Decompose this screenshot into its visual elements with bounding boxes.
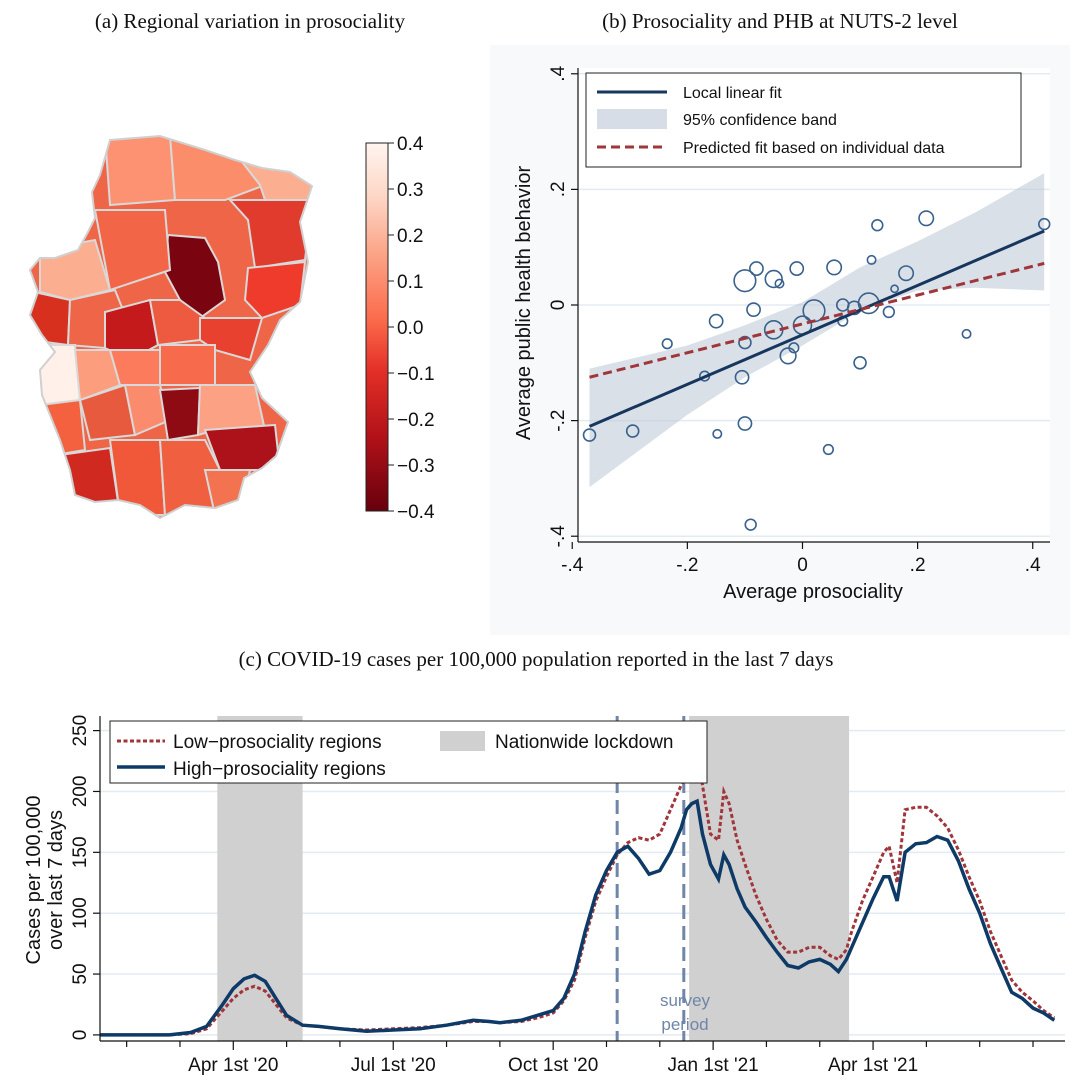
y-tick-label: -.4: [548, 525, 569, 548]
x-tick-label: -.2: [676, 555, 698, 576]
scatter-point: [882, 305, 896, 319]
scatter-point: [738, 335, 752, 350]
y-tick-label: 50: [70, 963, 91, 984]
x-tick-label: -.4: [561, 555, 584, 576]
lockdown-period: [689, 716, 850, 1041]
x-tick-label: Apr 1st '20: [188, 1055, 278, 1076]
germany-map: [28, 134, 314, 520]
x-tick-label: Apr 1st '21: [828, 1055, 918, 1076]
scatter-point: [764, 269, 783, 289]
x-tick-label: 0: [797, 555, 808, 576]
predicted-fit-line: [589, 261, 1045, 379]
y-tick-label: 100: [70, 897, 91, 929]
y-tick-label: 0: [70, 1030, 91, 1041]
scatter-point: [744, 518, 757, 531]
colorbar-tick-label: −0.2: [397, 410, 435, 431]
scatter-point: [853, 356, 867, 370]
y-tick-label: 0: [548, 300, 569, 311]
legend-band-swatch: [597, 109, 667, 129]
scatter-points: [582, 210, 1051, 531]
panel-c-y-label-line1: Cases per 100,000: [23, 795, 45, 964]
scatter-point: [733, 269, 757, 293]
scatter-point: [898, 265, 915, 282]
scatter-point: [822, 443, 834, 456]
y-tick-label: 200: [70, 776, 91, 808]
scatter-point: [789, 261, 805, 276]
colorbar-tick-label: 0.2: [397, 226, 423, 247]
panel-b-ticks: -.4 -.2 0 .2 .4 -.4 -.2 0 .2 .4: [548, 65, 1041, 576]
scatter-point: [871, 219, 884, 232]
survey-period-label-line1: survey: [660, 991, 711, 1010]
scatter-point: [788, 342, 800, 354]
panel-b-y-label: Average public health behavior: [513, 166, 535, 441]
y-tick-label: -.2: [548, 410, 569, 432]
survey-period-label-line2: period: [661, 1015, 708, 1034]
scatter-point: [661, 338, 673, 350]
scatter-point: [746, 302, 761, 318]
panel-a-title: (a) Regional variation in prosociality: [95, 9, 406, 33]
panel-c-title: (c) COVID-19 cases per 100,000 populatio…: [239, 647, 834, 671]
panel-c-ticks: Apr 1st '20 Jul 1st '20 Oct 1st '20 Jan 1st…: [70, 715, 1034, 1076]
scatter-point: [734, 369, 750, 385]
scatter-point: [866, 254, 877, 265]
scatter-point: [737, 416, 753, 431]
high-prosociality-line: [100, 798, 1056, 1037]
scatter-point: [918, 210, 935, 227]
legend-lockdown-label: Nationwide lockdown: [495, 732, 674, 753]
panel-c-legend: Low−prosociality regions Nationwide lock…: [109, 720, 708, 784]
y-tick-label: .2: [548, 181, 569, 197]
colorbar-tick-label: −0.3: [397, 456, 435, 477]
scatter-point: [712, 428, 723, 439]
panel-b-x-label: Average prosociality: [723, 581, 903, 603]
legend-local-fit-label: Local linear fit: [683, 85, 782, 102]
colorbar-tick-label: 0.0: [397, 318, 423, 339]
legend-predicted-label: Predicted fit based on individual data: [683, 140, 945, 157]
colorbar-tick-label: 0.1: [397, 272, 423, 293]
legend-high-label: High−prosociality regions: [173, 759, 386, 780]
y-tick-label: .4: [548, 65, 569, 81]
scatter-point: [708, 313, 724, 329]
legend-lockdown-swatch: [440, 731, 485, 751]
colorbar-tick-label: −0.4: [397, 502, 435, 523]
colorbar: [365, 142, 389, 512]
colorbar-tick-label: −0.1: [397, 364, 435, 385]
x-tick-label: Jul 1st '20: [351, 1055, 436, 1076]
scatter-point: [582, 428, 597, 442]
colorbar-tick-label: 0.4: [397, 134, 424, 155]
panel-b-title: (b) Prosociality and PHB at NUTS-2 level: [602, 9, 958, 33]
scatter-point: [890, 284, 899, 294]
panel-b-legend: Local linear fit 95% confidence band Pre…: [585, 72, 1022, 168]
colorbar-ticks: 0.4 0.3 0.2 0.1 0.0 −0.1 −0.2 −0.3 −0.4: [388, 134, 435, 523]
colorbar-tick-label: 0.3: [397, 180, 423, 201]
scatter-point: [1038, 217, 1051, 231]
scatter-point: [826, 259, 843, 276]
x-tick-label: Jan 1st '21: [667, 1055, 758, 1076]
legend-low-label: Low−prosociality regions: [173, 732, 382, 753]
scatter-point: [625, 424, 640, 438]
y-tick-label: 250: [70, 715, 91, 747]
x-tick-label: .2: [910, 555, 926, 576]
panel-c-y-label-line2: over last 7 days: [45, 810, 67, 950]
scatter-point: [749, 261, 764, 276]
scatter-point: [961, 328, 972, 339]
local-linear-fit-line: [588, 229, 1045, 428]
scatter-point: [779, 347, 797, 365]
legend-band-label: 95% confidence band: [683, 112, 837, 129]
x-tick-label: .4: [1025, 555, 1041, 576]
scatter-point: [774, 278, 785, 289]
x-tick-label: Oct 1st '20: [508, 1055, 598, 1076]
y-tick-label: 150: [70, 836, 91, 868]
